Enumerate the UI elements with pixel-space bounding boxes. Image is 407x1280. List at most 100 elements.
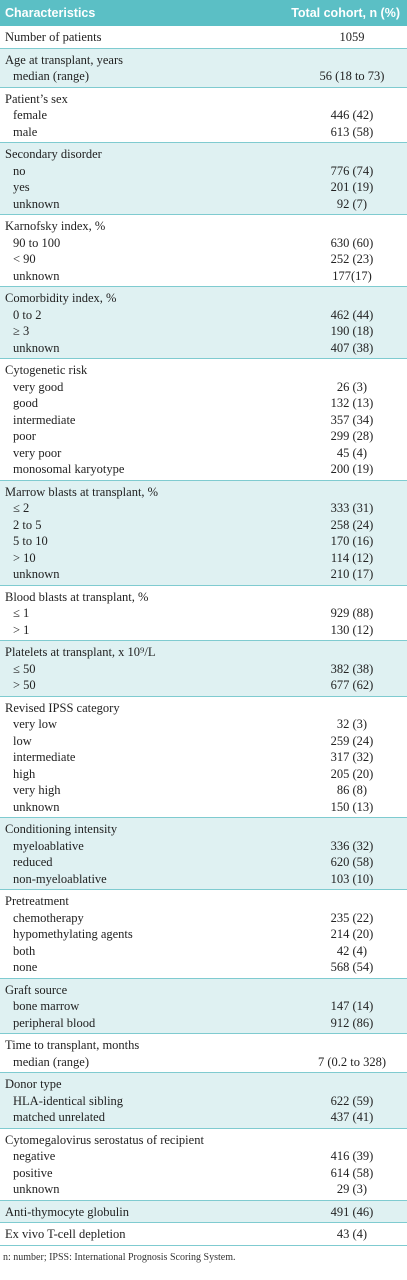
group-header-row: Cytogenetic risk — [0, 362, 407, 379]
row-value: 252 (23) — [330, 252, 374, 266]
sub-row: intermediate 357 (34) — [0, 412, 407, 429]
row-label: ≤ 2 — [13, 501, 30, 515]
row-group: Anti-thymocyte globulin 491 (46) — [0, 1200, 407, 1223]
row-group: Cytomegalovirus serostatus of recipient n… — [0, 1129, 407, 1201]
row-label: > 1 — [13, 622, 30, 637]
group-label: Karnofsky index, % — [5, 219, 106, 233]
row-value: 677 (62) — [330, 678, 374, 692]
empty-cell — [297, 700, 407, 717]
empty-cell — [297, 1037, 407, 1054]
row-label: intermediate — [13, 412, 76, 427]
row-label: very high — [13, 783, 61, 797]
row-label: very low — [13, 717, 58, 731]
empty-cell — [297, 821, 407, 838]
row-label: median (range) — [13, 1054, 90, 1069]
row-value: 235 (22) — [330, 910, 374, 925]
group-header-row: Patient’s sex — [0, 91, 407, 108]
row-label: myeloablative — [13, 838, 84, 853]
sub-row: unknown 150 (13) — [0, 799, 407, 816]
row-label: very good — [13, 379, 64, 394]
row-label: > 10 — [13, 550, 36, 565]
group-header-row: Time to transplant, months — [0, 1037, 407, 1054]
sub-row: low 259 (24) — [0, 733, 407, 750]
row-label: non-myeloablative — [13, 871, 107, 886]
group-header-row: Revised IPSS category — [0, 700, 407, 717]
row-label: < 90 — [13, 252, 36, 266]
group-header-row: Age at transplant, years — [0, 52, 407, 69]
row-group: Patient’s sex female 446 (42) male 613 (58) — [0, 88, 407, 143]
row-label: unknown — [13, 268, 60, 283]
group-label: Ex vivo T-cell depletion — [5, 1227, 126, 1241]
empty-cell — [297, 1132, 407, 1149]
group-header-row: Pretreatment — [0, 893, 407, 910]
row-label: unknown — [13, 567, 60, 581]
row-value: 437 (41) — [330, 1110, 374, 1124]
row-group: Comorbidity index, % 0 to 2 462 (44) ≥ 3 190… — [0, 287, 407, 359]
sub-row: negative 416 (39) — [0, 1148, 407, 1165]
sub-row: no 776 (74) — [0, 163, 407, 180]
row-label: ≤ 1 — [13, 606, 30, 620]
row-value: 45 (4) — [336, 445, 368, 460]
row-value: 336 (32) — [330, 838, 374, 853]
empty-cell — [297, 589, 407, 606]
row-label: intermediate — [13, 750, 76, 764]
row-label: both — [13, 943, 36, 958]
row-label: no — [13, 163, 26, 178]
row-value: 205 (20) — [330, 766, 374, 781]
sub-row: non-myeloablative 103 (10) — [0, 871, 407, 888]
sub-row: bone marrow 147 (14) — [0, 998, 407, 1015]
group-label: Graft source — [5, 982, 68, 997]
sub-row: unknown 92 (7) — [0, 196, 407, 213]
empty-cell — [297, 484, 407, 501]
row-value: 86 (8) — [336, 783, 368, 797]
group-header-row: Blood blasts at transplant, % — [0, 589, 407, 606]
sub-row: > 50 677 (62) — [0, 677, 407, 694]
empty-cell — [297, 218, 407, 235]
row-label: matched unrelated — [13, 1110, 105, 1124]
row-value: 210 (17) — [330, 567, 374, 581]
sub-row: 5 to 10 170 (16) — [0, 533, 407, 550]
row-value: 416 (39) — [330, 1149, 374, 1163]
row-value: 130 (12) — [330, 622, 374, 637]
row-label: low — [13, 733, 32, 748]
sub-row: myeloablative 336 (32) — [0, 838, 407, 855]
row-label: positive — [13, 1165, 53, 1180]
row-group: Number of patients 1059 — [0, 26, 407, 49]
row-value: 190 (18) — [330, 324, 374, 338]
header-characteristic: Characteristics — [5, 6, 96, 20]
row-value: 620 (58) — [330, 855, 374, 869]
row-value: 32 (3) — [336, 717, 368, 731]
sub-row: 0 to 2 462 (44) — [0, 307, 407, 324]
row-label: unknown — [13, 340, 60, 355]
row-group: Ex vivo T-cell depletion 43 (4) — [0, 1223, 407, 1246]
group-label: Revised IPSS category — [5, 700, 120, 715]
group-label: Cytomegalovirus serostatus of recipient — [5, 1132, 204, 1147]
empty-cell — [297, 52, 407, 69]
sub-row: poor 299 (28) — [0, 428, 407, 445]
row-group: Donor type HLA-identical sibling 622 (59) m… — [0, 1073, 407, 1129]
group-label: Marrow blasts at transplant, % — [5, 484, 159, 499]
row-value: 201 (19) — [330, 180, 374, 194]
row-value: 42 (4) — [336, 943, 368, 958]
row-label: reduced — [13, 855, 53, 869]
group-header-row: Karnofsky index, % — [0, 218, 407, 235]
group-header-row: Cytomegalovirus serostatus of recipient — [0, 1132, 407, 1149]
table-body: Number of patients 1059 Age at transplant,… — [0, 26, 407, 1246]
row-label: unknown — [13, 196, 60, 211]
row-label: 2 to 5 — [13, 517, 42, 532]
sub-row: reduced 620 (58) — [0, 854, 407, 871]
sub-row: yes 201 (19) — [0, 179, 407, 196]
row-label: bone marrow — [13, 999, 80, 1013]
row-label: female — [13, 108, 48, 122]
row-value: 29 (3) — [336, 1182, 368, 1196]
row-label: good — [13, 396, 38, 410]
sub-row: > 1 130 (12) — [0, 622, 407, 639]
row-label: peripheral blood — [13, 1015, 96, 1030]
group-header-row: Ex vivo T-cell depletion 43 (4) — [0, 1226, 407, 1243]
group-header-row: Conditioning intensity — [0, 821, 407, 838]
sub-row: unknown 29 (3) — [0, 1181, 407, 1198]
row-label: > 50 — [13, 678, 36, 692]
row-value: 150 (13) — [330, 799, 374, 814]
group-label: Patient’s sex — [5, 91, 68, 106]
row-group: Karnofsky index, % 90 to 100 630 (60) < 90 2… — [0, 215, 407, 287]
